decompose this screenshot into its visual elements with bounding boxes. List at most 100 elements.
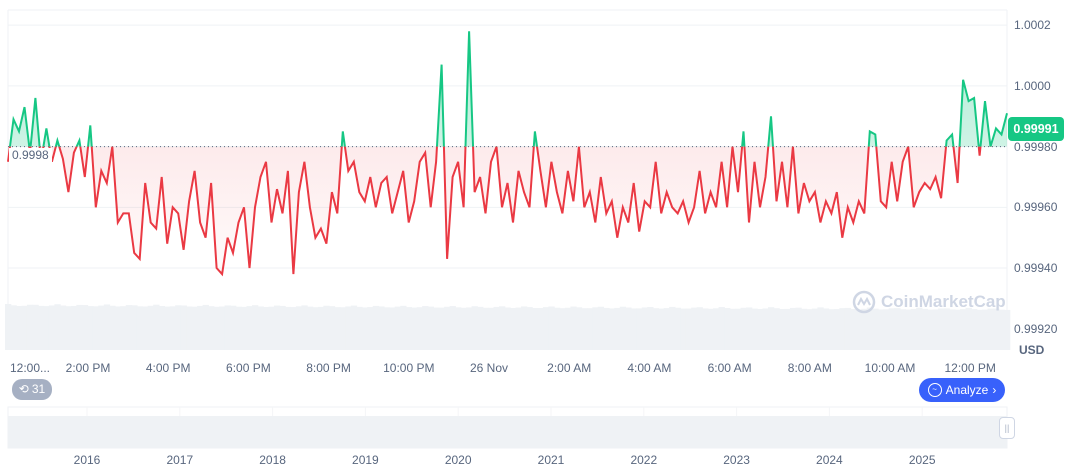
volume-bar — [707, 308, 714, 350]
volume-bar — [811, 308, 819, 350]
volume-bar — [328, 306, 336, 350]
volume-bar — [273, 305, 281, 350]
volume-bar — [306, 306, 314, 350]
volume-bar — [87, 306, 94, 350]
baseline-label: 0.9998 — [9, 148, 52, 162]
y-tick-label: 0.99920 — [1014, 321, 1058, 336]
volume-bar — [471, 306, 478, 350]
volume-bar — [581, 308, 588, 350]
volume-bar — [548, 306, 555, 350]
volume-bar — [230, 305, 237, 350]
volume-bar — [982, 309, 989, 350]
volume-bar — [998, 309, 1005, 350]
volume-bar — [301, 305, 308, 350]
volume-bar — [378, 306, 385, 350]
volume-bar — [219, 306, 226, 350]
x-tick-label: 6:00 AM — [707, 361, 752, 375]
volume-bar — [1004, 309, 1011, 350]
volume-bar — [405, 307, 412, 350]
volume-bar — [449, 306, 456, 350]
volume-bar — [202, 304, 209, 350]
volume-bar — [669, 306, 676, 350]
volume-bar — [663, 308, 670, 350]
volume-bar — [740, 307, 747, 350]
volume-bar — [367, 307, 374, 350]
volume-bar — [372, 305, 380, 350]
volume-bar — [718, 307, 725, 350]
volume-bar — [866, 307, 874, 350]
volume-bar — [164, 306, 171, 350]
volume-bar — [910, 308, 917, 350]
volume-bar — [735, 308, 742, 350]
volume-bar — [636, 308, 643, 350]
y-tick-label: 0.99960 — [1014, 200, 1058, 215]
history-button[interactable]: ⟲ 31 — [12, 379, 52, 400]
volume-bar — [224, 305, 231, 350]
navigator-year-label: 2017 — [166, 453, 194, 467]
navigator-handle[interactable]: || — [999, 417, 1015, 439]
volume-bar — [394, 306, 402, 350]
volume-bar — [850, 309, 857, 350]
volume-bar — [191, 306, 198, 350]
volume-bar — [460, 307, 467, 350]
volume-bar — [125, 305, 133, 350]
volume-bar — [658, 308, 665, 350]
y-tick-label: 1.0002 — [1014, 18, 1051, 33]
volume-bar — [43, 306, 50, 350]
volume-bar — [389, 307, 396, 350]
analyze-button[interactable]: ~ Analyze › — [919, 378, 1005, 402]
y-tick-label: 0.99940 — [1014, 261, 1058, 276]
volume-bar — [993, 308, 1000, 350]
volume-bar — [559, 308, 566, 350]
navigator-year-label: 2020 — [444, 453, 472, 467]
volume-bar — [680, 308, 687, 350]
volume-bar — [789, 307, 797, 350]
volume-bar — [652, 308, 660, 350]
volume-bar — [839, 308, 846, 350]
volume-bar — [103, 304, 111, 350]
volume-bar — [526, 307, 533, 350]
volume-bar — [284, 306, 292, 350]
volume-bar — [603, 307, 610, 350]
volume-bar — [564, 307, 572, 350]
volume-bar — [334, 307, 341, 350]
volume-bar — [828, 309, 835, 350]
volume-bar — [482, 307, 489, 350]
volume-bar — [927, 309, 934, 350]
volume-bar — [158, 305, 165, 350]
volume-bar — [965, 307, 972, 350]
volume-bar — [647, 306, 654, 350]
x-tick-label: 12:00 PM — [944, 361, 996, 375]
volume-bar — [241, 306, 248, 350]
history-count: 31 — [31, 382, 46, 396]
y-tick-label: 1.0000 — [1014, 78, 1051, 93]
currency-label: USD — [1019, 343, 1045, 357]
volume-bar — [575, 307, 583, 350]
volume-bar — [147, 305, 155, 350]
x-tick-label: 2:00 AM — [547, 361, 592, 375]
coinmarketcap-logo-icon — [852, 290, 876, 314]
volume-bar — [894, 308, 901, 350]
volume-bar — [767, 307, 775, 350]
volume-bar — [279, 305, 286, 350]
volume-bar — [323, 305, 330, 350]
volume-bar — [905, 309, 912, 350]
volume-bar — [515, 307, 522, 350]
volume-bar — [499, 306, 506, 350]
navigator-year-label: 2022 — [630, 453, 658, 467]
volume-bar — [26, 304, 34, 350]
volume-bar — [509, 308, 517, 350]
volume-bar — [987, 308, 994, 350]
volume-bar — [531, 307, 539, 350]
volume-bar — [246, 306, 253, 350]
volume-bar — [608, 308, 616, 350]
volume-bar — [54, 304, 61, 350]
volume-bar — [751, 308, 758, 350]
volume-bar — [729, 308, 736, 350]
volume-bar — [932, 309, 939, 350]
volume-bar — [76, 304, 83, 350]
volume-bar — [10, 305, 17, 350]
y-tick-label: 0.99980 — [1014, 139, 1058, 154]
